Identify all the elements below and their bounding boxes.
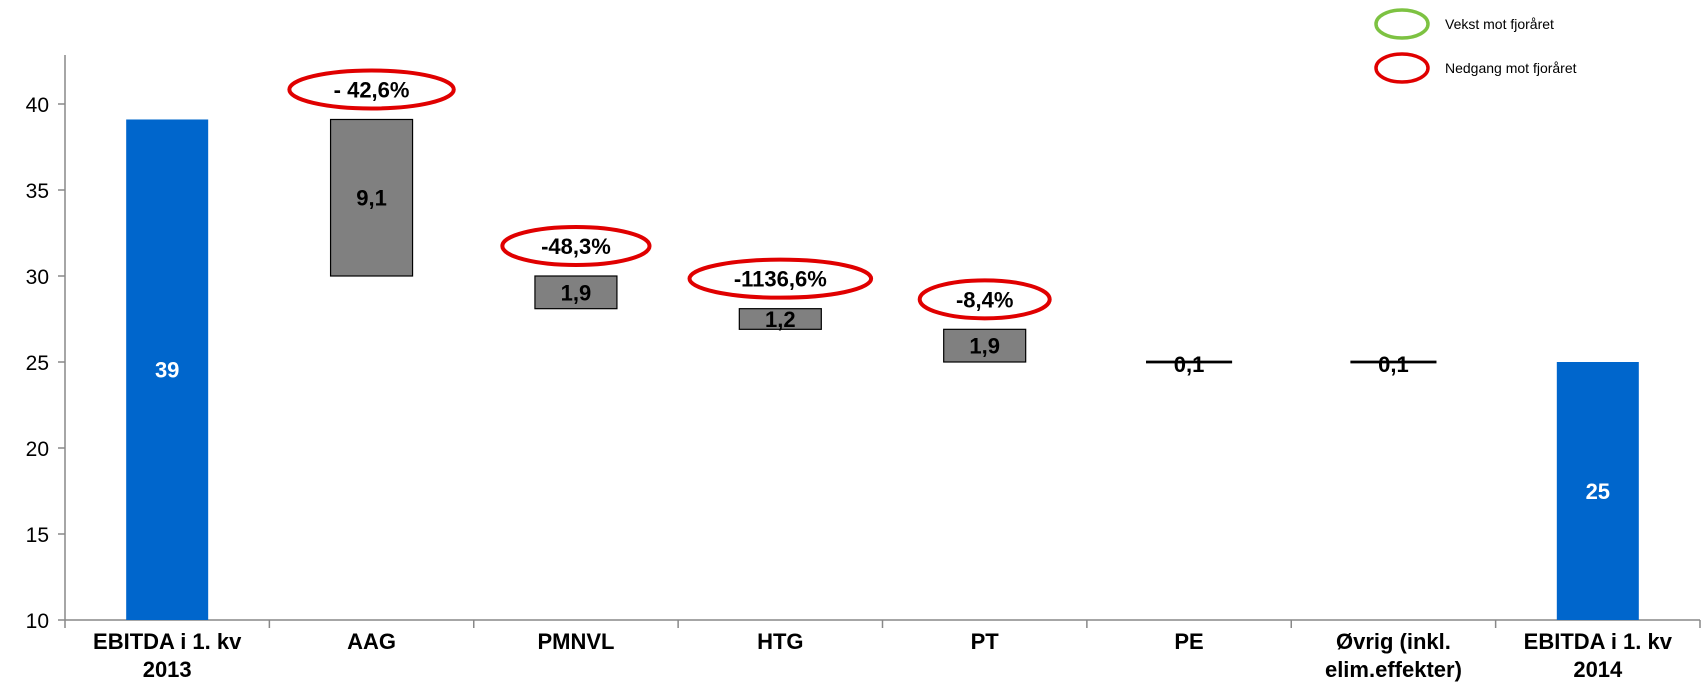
y-tick-label: 40 (26, 94, 49, 117)
y-tick-label: 20 (26, 438, 49, 461)
y-tick-label: 15 (26, 524, 49, 547)
change-percent-label: -48,3% (541, 234, 611, 259)
x-category-label: elim.effekter) (1325, 657, 1462, 682)
y-tick-label: 10 (26, 610, 49, 633)
x-category-label: Øvrig (inkl. (1336, 629, 1451, 654)
bar-value-label: 25 (1586, 479, 1610, 504)
legend-decline-label: Nedgang mot fjoråret (1445, 60, 1577, 76)
x-category-label: AAG (347, 629, 396, 654)
x-category-label: PE (1174, 629, 1203, 654)
change-percent-label: -8,4% (956, 287, 1013, 312)
legend-growth-label: Vekst mot fjoråret (1445, 16, 1554, 32)
x-category-label: HTG (757, 629, 803, 654)
bar-value-label: 1,2 (765, 307, 796, 332)
legend: Vekst mot fjoråret Nedgang mot fjoråret (1376, 10, 1577, 82)
bar-value-label: 1,9 (561, 280, 592, 305)
legend-decline-marker (1376, 54, 1428, 82)
x-category-label: 2014 (1573, 657, 1623, 682)
x-category-label: EBITDA i 1. kv (1524, 629, 1673, 654)
x-category-label: PT (971, 629, 1000, 654)
axes: 10 15 20 25 30 35 40 (26, 55, 1700, 633)
bar-value-label: 39 (155, 358, 179, 383)
bar-value-label: 9,1 (356, 186, 387, 211)
x-category-label: PMNVL (537, 629, 614, 654)
change-percent-label: - 42,6% (334, 77, 410, 102)
bar-value-label: 1,9 (969, 334, 1000, 359)
change-percent-label: -1136,6% (734, 267, 827, 292)
y-tick-label: 25 (26, 352, 49, 375)
x-category-label: 2013 (143, 657, 192, 682)
bars (126, 119, 1639, 620)
x-category-label: EBITDA i 1. kv (93, 629, 242, 654)
bar-value-label: 0,1 (1174, 352, 1205, 377)
bar-value-label: 0,1 (1378, 352, 1409, 377)
y-tick-label: 35 (26, 180, 49, 203)
legend-growth-marker (1376, 10, 1428, 38)
y-tick-label: 30 (26, 266, 49, 289)
